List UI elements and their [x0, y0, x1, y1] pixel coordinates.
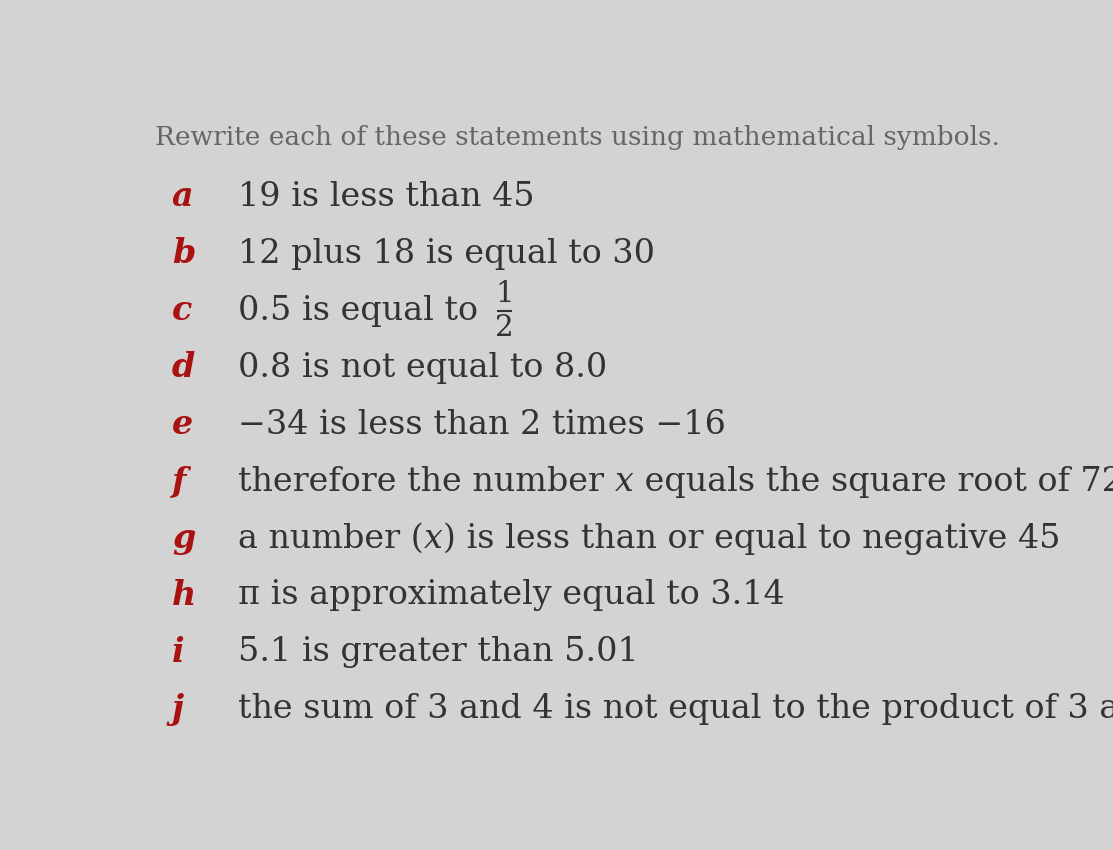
Text: 5.1 is greater than 5.01: 5.1 is greater than 5.01 — [238, 637, 639, 668]
Text: Rewrite each of these statements using mathematical symbols.: Rewrite each of these statements using m… — [155, 125, 999, 150]
Text: b: b — [171, 237, 195, 270]
Text: a: a — [171, 180, 194, 213]
Text: g: g — [171, 522, 195, 555]
Text: therefore the number: therefore the number — [238, 466, 615, 497]
Text: x: x — [424, 523, 443, 554]
Text: 12 plus 18 is equal to 30: 12 plus 18 is equal to 30 — [238, 238, 656, 269]
Text: 2: 2 — [495, 314, 514, 342]
Text: h: h — [171, 579, 196, 612]
Text: ) is less than or equal to negative 45: ) is less than or equal to negative 45 — [443, 522, 1061, 555]
Text: a number (: a number ( — [238, 523, 424, 554]
Text: e: e — [171, 408, 194, 441]
Text: c: c — [171, 294, 193, 327]
Text: i: i — [171, 636, 185, 669]
Text: 1: 1 — [495, 280, 514, 308]
Text: x: x — [615, 466, 633, 497]
Text: the sum of 3 and 4 is not equal to the product of 3 and 4: the sum of 3 and 4 is not equal to the p… — [238, 694, 1113, 725]
Text: 0.5 is equal to: 0.5 is equal to — [238, 295, 489, 326]
Text: 19 is less than 45: 19 is less than 45 — [238, 181, 535, 212]
Text: equals the square root of 72: equals the square root of 72 — [633, 466, 1113, 497]
Text: π is approximately equal to 3.14: π is approximately equal to 3.14 — [238, 580, 785, 611]
Text: −34 is less than 2 times −16: −34 is less than 2 times −16 — [238, 409, 726, 440]
Text: d: d — [171, 351, 195, 384]
Text: 0.8 is not equal to 8.0: 0.8 is not equal to 8.0 — [238, 352, 608, 383]
Text: j: j — [171, 693, 184, 726]
Text: f: f — [171, 465, 186, 498]
